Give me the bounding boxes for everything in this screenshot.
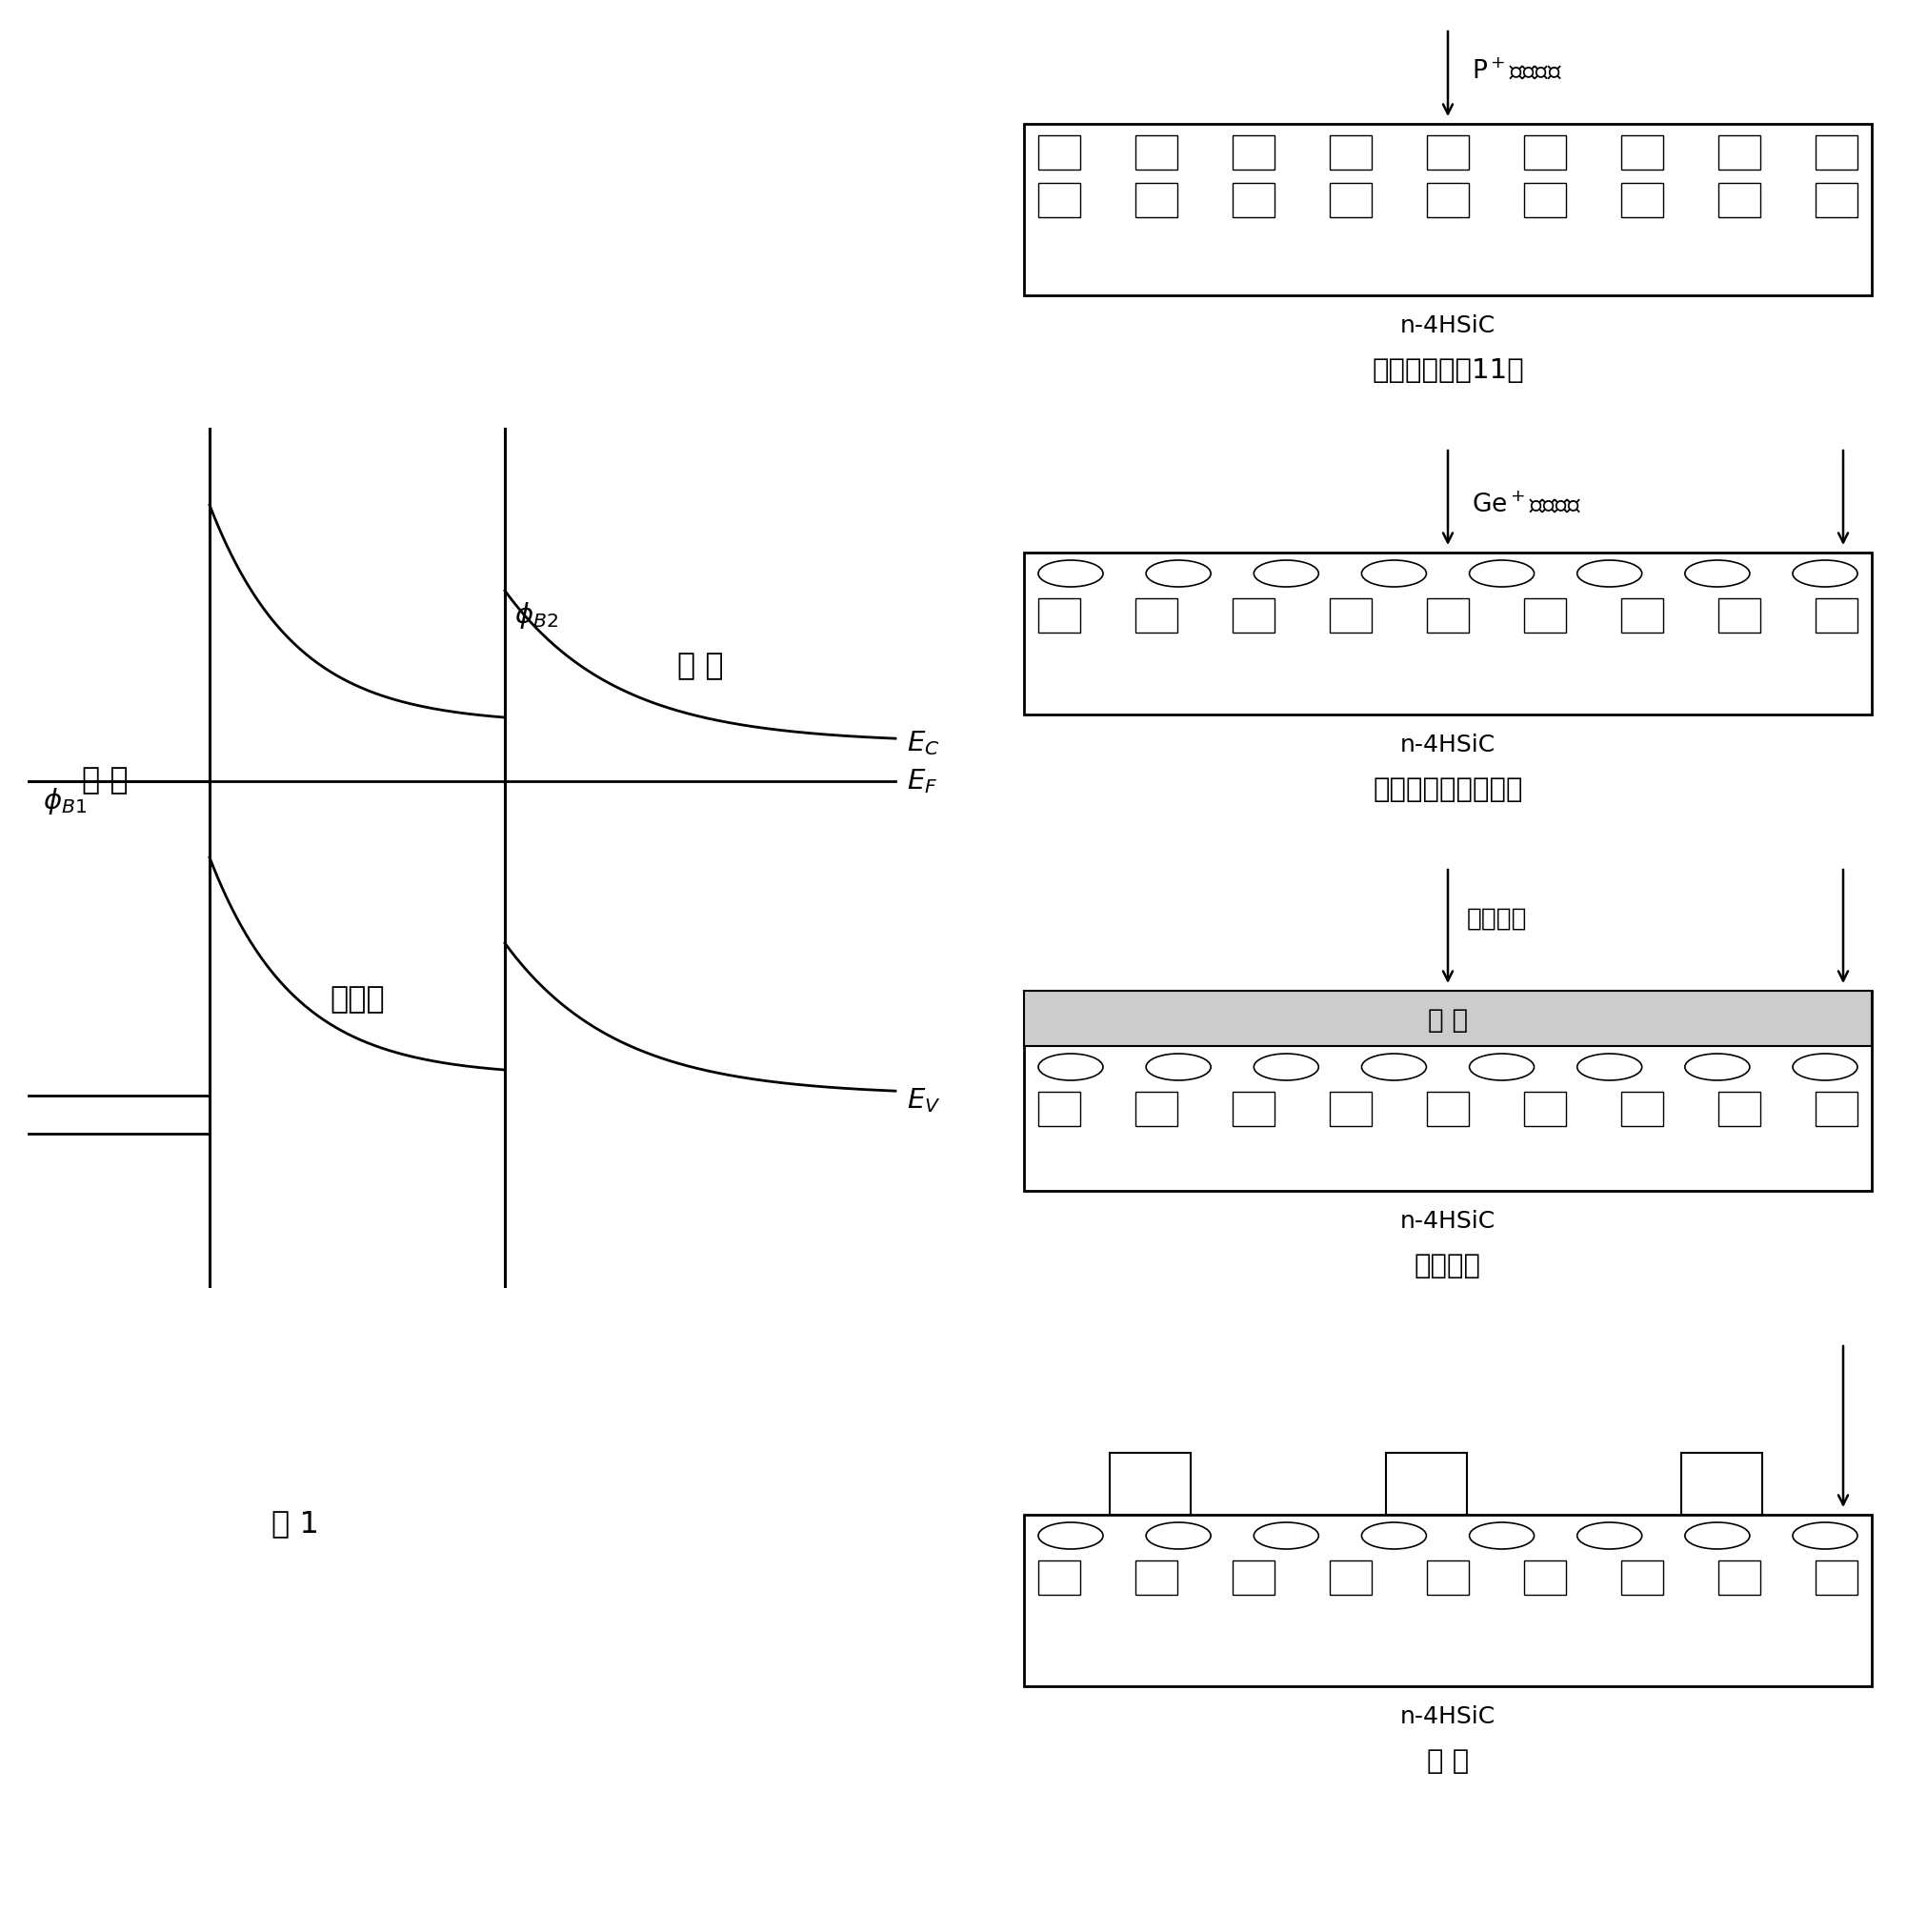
Ellipse shape xyxy=(1253,1053,1318,1080)
Ellipse shape xyxy=(1037,560,1102,587)
Bar xyxy=(1037,1092,1079,1126)
Text: 离子注入形成11阱: 离子注入形成11阱 xyxy=(1371,357,1524,384)
Ellipse shape xyxy=(1686,1522,1751,1549)
Bar xyxy=(1718,1092,1760,1126)
Bar xyxy=(1815,1561,1857,1594)
Ellipse shape xyxy=(1686,1053,1751,1080)
Bar xyxy=(1386,1453,1466,1515)
Bar xyxy=(1815,1092,1857,1126)
Ellipse shape xyxy=(1253,560,1318,587)
Text: $\phi_{B2}$: $\phi_{B2}$ xyxy=(515,601,559,630)
Ellipse shape xyxy=(1577,560,1642,587)
Ellipse shape xyxy=(1470,1053,1533,1080)
Ellipse shape xyxy=(1146,560,1211,587)
Ellipse shape xyxy=(1146,1522,1211,1549)
Bar xyxy=(1024,553,1873,715)
Bar xyxy=(1718,184,1760,216)
Bar xyxy=(1524,599,1566,632)
Bar xyxy=(1024,124,1873,296)
Ellipse shape xyxy=(1362,560,1426,587)
Text: 剑 离: 剑 离 xyxy=(1426,1748,1468,1776)
Bar xyxy=(1329,1561,1371,1594)
Text: 金 属: 金 属 xyxy=(1428,1007,1468,1034)
Bar xyxy=(1524,135,1566,170)
Ellipse shape xyxy=(1362,1522,1426,1549)
Ellipse shape xyxy=(1793,560,1857,587)
Text: 图 1: 图 1 xyxy=(271,1509,318,1540)
Bar xyxy=(1329,184,1371,216)
Ellipse shape xyxy=(1146,1053,1211,1080)
Ellipse shape xyxy=(1577,1053,1642,1080)
Bar xyxy=(1426,1092,1468,1126)
Bar xyxy=(1815,599,1857,632)
Bar xyxy=(1024,991,1873,1045)
Bar xyxy=(1621,599,1663,632)
Bar xyxy=(1621,184,1663,216)
Ellipse shape xyxy=(1253,1522,1318,1549)
Text: P$^+$离子注入: P$^+$离子注入 xyxy=(1472,58,1562,85)
Text: n-4HSiC: n-4HSiC xyxy=(1400,734,1495,757)
Bar xyxy=(1037,184,1079,216)
Bar xyxy=(1232,599,1274,632)
Bar xyxy=(1135,184,1177,216)
Ellipse shape xyxy=(1470,560,1533,587)
Bar xyxy=(1718,135,1760,170)
Bar xyxy=(1426,1561,1468,1594)
Bar xyxy=(1621,1092,1663,1126)
Bar xyxy=(1621,1561,1663,1594)
Bar xyxy=(1232,1092,1274,1126)
Ellipse shape xyxy=(1793,1522,1857,1549)
Text: 金 属: 金 属 xyxy=(82,767,128,796)
Ellipse shape xyxy=(1686,560,1751,587)
Bar xyxy=(1524,1092,1566,1126)
Bar xyxy=(1232,184,1274,216)
Bar xyxy=(1426,184,1468,216)
Bar xyxy=(1135,599,1177,632)
Bar xyxy=(1135,1561,1177,1594)
Bar xyxy=(1329,135,1371,170)
Bar xyxy=(1135,1092,1177,1126)
Bar xyxy=(1037,1561,1079,1594)
Text: n-4HSiC: n-4HSiC xyxy=(1400,1209,1495,1233)
Bar xyxy=(1524,184,1566,216)
Text: 金属淡积: 金属淡积 xyxy=(1466,906,1528,931)
Bar xyxy=(1524,1561,1566,1594)
Ellipse shape xyxy=(1362,1053,1426,1080)
Text: 淡积金属: 淡积金属 xyxy=(1415,1252,1482,1279)
Bar xyxy=(1718,1561,1760,1594)
Bar xyxy=(1621,135,1663,170)
Bar xyxy=(1232,1561,1274,1594)
Bar xyxy=(1426,599,1468,632)
Ellipse shape xyxy=(1470,1522,1533,1549)
Bar xyxy=(1024,1515,1873,1687)
Bar xyxy=(1024,991,1873,1190)
Bar xyxy=(1718,599,1760,632)
Ellipse shape xyxy=(1793,1053,1857,1080)
Ellipse shape xyxy=(1037,1522,1102,1549)
Ellipse shape xyxy=(1577,1522,1642,1549)
Text: $E_V$: $E_V$ xyxy=(908,1086,940,1115)
Ellipse shape xyxy=(1037,1053,1102,1080)
Text: 离子注入形成过渡层: 离子注入形成过渡层 xyxy=(1373,777,1524,804)
Bar xyxy=(1037,135,1079,170)
Bar xyxy=(1682,1453,1762,1515)
Bar xyxy=(1815,135,1857,170)
Text: $E_F$: $E_F$ xyxy=(908,767,938,796)
Text: n-4HSiC: n-4HSiC xyxy=(1400,1706,1495,1727)
Text: n-4HSiC: n-4HSiC xyxy=(1400,315,1495,338)
Text: $E_C$: $E_C$ xyxy=(908,728,940,757)
Bar xyxy=(1426,135,1468,170)
Text: 衬 底: 衬 底 xyxy=(677,653,723,682)
Bar xyxy=(1329,599,1371,632)
Bar xyxy=(1815,184,1857,216)
Bar xyxy=(1037,599,1079,632)
Bar xyxy=(1329,1092,1371,1126)
Text: 中间层: 中间层 xyxy=(330,985,385,1014)
Text: $\phi_{B1}$: $\phi_{B1}$ xyxy=(42,786,88,817)
Bar xyxy=(1135,135,1177,170)
Text: Ge$^+$离子注入: Ge$^+$离子注入 xyxy=(1472,493,1581,518)
Bar xyxy=(1110,1453,1190,1515)
Bar xyxy=(1232,135,1274,170)
